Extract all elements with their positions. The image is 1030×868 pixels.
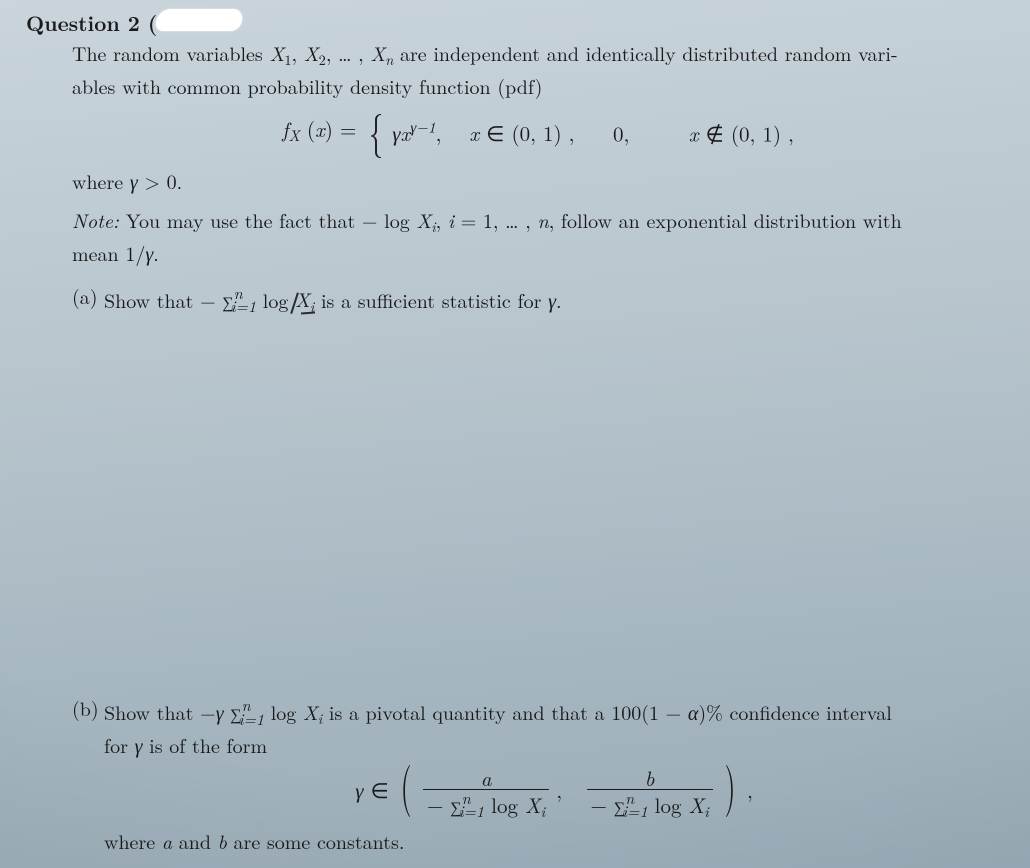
part-a: (a) Show that − ∑ni=1 log Xi is a suffic… xyxy=(72,281,1004,318)
pb-xi-sub: i xyxy=(318,709,322,729)
ci-den-sub-a: i=1 xyxy=(459,799,484,822)
note-xi-sub: i xyxy=(431,217,435,237)
part-a-text-2: log xyxy=(256,284,295,313)
ci-den-xi-a: i xyxy=(541,801,546,822)
xi: X xyxy=(295,284,310,313)
question-header: Question 2 ( xyxy=(26,8,1004,38)
part-a-body: Show that − ∑ni=1 log Xi is a sufficient… xyxy=(104,281,1004,318)
intro-line-2: ables with common probability density fu… xyxy=(72,71,542,100)
question-page: Question 2 ( The random variables X1, X2… xyxy=(0,0,1030,868)
part-b-line1: Show that −γ ∑ni=1 log Xi is a pivotal q… xyxy=(104,697,892,726)
note-body-1: You may use the fact that − log Xi, i = … xyxy=(119,205,902,234)
part-b-label: (b) xyxy=(72,693,104,855)
question-number: Question 2 xyxy=(26,8,140,38)
ci-num-b: b xyxy=(645,763,655,793)
part-a-text-1: Show that − xyxy=(104,284,222,313)
ci-den-xi-b: i xyxy=(704,801,709,822)
part-b-body: Show that −γ ∑ni=1 log Xi is a pivotal q… xyxy=(104,693,1004,855)
note-body-3: mean 1/γ. xyxy=(72,238,159,267)
pdf-exp: γ−1 xyxy=(410,117,435,138)
pdf-r2-expr: 0, xyxy=(613,118,629,148)
note-paragraph: Note: You may use the fact that − log Xi… xyxy=(72,205,1004,267)
part-b: (b) Show that −γ ∑ni=1 log Xi is a pivot… xyxy=(72,693,1004,855)
question-body: The random variables X1, X2, … , Xn are … xyxy=(72,38,1004,855)
redaction-mark xyxy=(156,9,242,31)
pdf-r1-comma: , xyxy=(436,118,442,148)
ci-equation: γ ∈ ( a − ∑ni=1 log Xi , b − ∑ni=1 log X… xyxy=(104,767,1004,820)
piecewise-cases: γxγ−1, x ∈ (0, 1) , 0, x ∉ (0, 1) , xyxy=(392,118,794,148)
note-prefix: Note: xyxy=(72,205,119,234)
workspace-gap xyxy=(72,317,1004,679)
part-b-line3: where a and b are some constants. xyxy=(104,826,404,855)
pdf-lhs-sub: X xyxy=(289,126,300,147)
ci-sep: , xyxy=(556,775,586,805)
intro-line-1: The random variables X1, X2, … , Xn are … xyxy=(72,38,898,67)
where-clause: where γ > 0. xyxy=(72,166,1004,195)
intro-paragraph: The random variables X1, X2, … , Xn are … xyxy=(72,38,1004,100)
pdf-equation: fX (x) = { γxγ−1, x ∈ (0, 1) , 0, x ∉ (0… xyxy=(72,114,1004,147)
ci-frac-a: a − ∑ni=1 log Xi xyxy=(423,767,549,820)
handwritten-strike: X xyxy=(295,284,310,313)
part-b-line2: for γ is of the form xyxy=(104,730,267,759)
pb-sum-sub: i=1 xyxy=(239,707,264,730)
ci-num-a: a xyxy=(481,763,492,793)
part-a-label: (a) xyxy=(72,281,104,318)
ci-trail: , xyxy=(747,775,753,805)
pdf-lhs-arg: (x) = xyxy=(300,114,363,144)
ci-den-sub-b: i=1 xyxy=(622,799,647,822)
ci-frac-b: b − ∑ni=1 log Xi xyxy=(587,767,713,820)
open-paren: ( xyxy=(140,8,157,38)
part-a-text-3: is a sufficient statistic for γ. xyxy=(314,284,561,313)
sum-sub: i=1 xyxy=(231,294,256,317)
